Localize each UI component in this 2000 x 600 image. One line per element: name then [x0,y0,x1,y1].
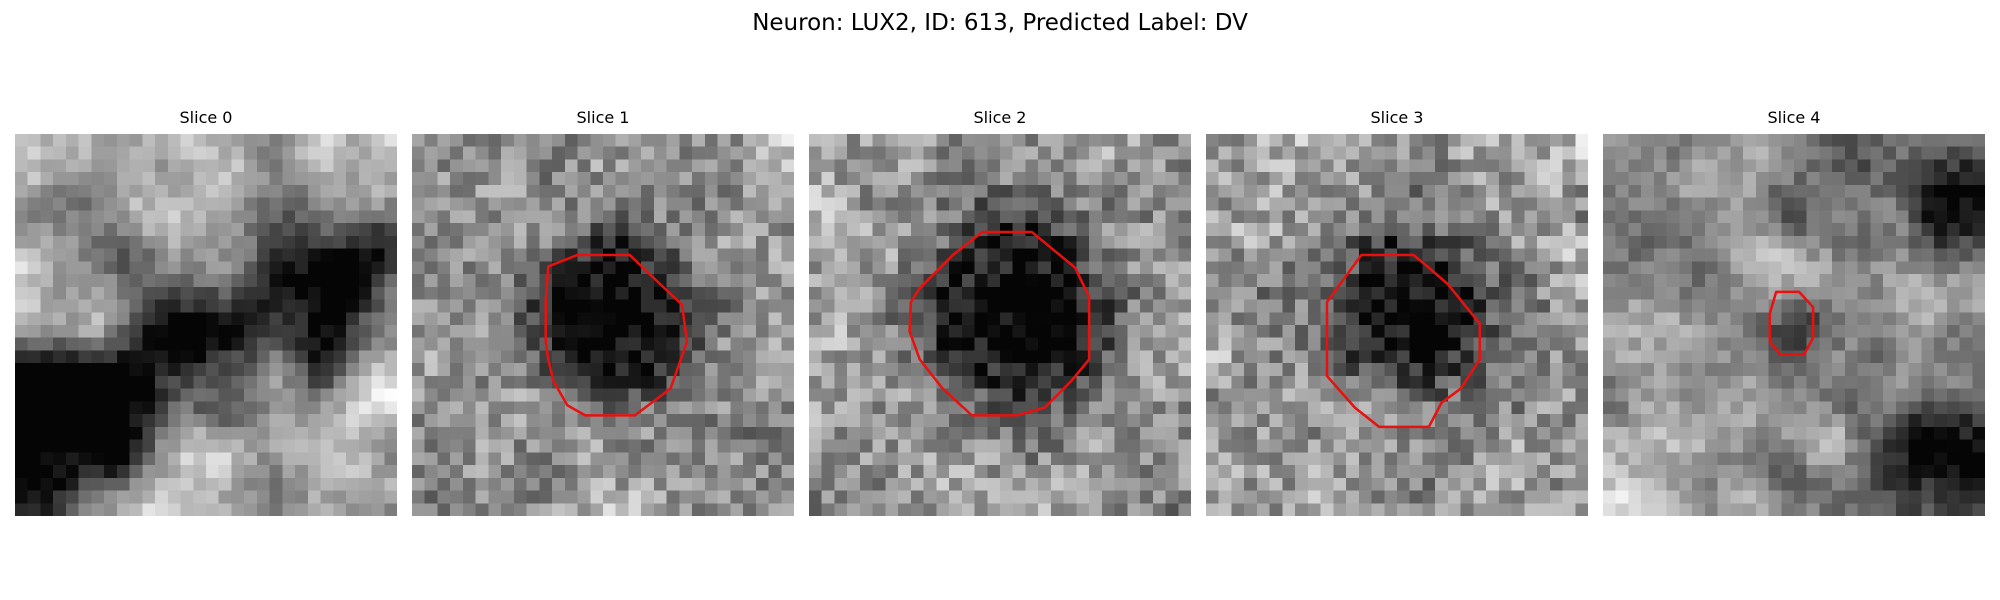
roi-outline [1768,290,1815,356]
roi-contour [1768,290,1815,356]
roi-contour [1325,253,1482,429]
slice-title: Slice 4 [1767,108,1821,127]
slice-image [15,134,397,516]
slice-panel-2: Slice 2 [809,108,1191,516]
slice-panel-0: Slice 0 [15,108,397,516]
slice-image [1603,134,1985,516]
roi-outline [1325,253,1482,429]
figure-title: Neuron: LUX2, ID: 613, Predicted Label: … [752,10,1248,36]
slice-title: Slice 2 [973,108,1027,127]
slice-title: Slice 0 [179,108,233,127]
slice-image [809,134,1191,516]
slice-image [1206,134,1588,516]
roi-contour [908,230,1091,417]
slice-panel-4: Slice 4 [1603,108,1985,516]
slice-panel-3: Slice 3 [1206,108,1588,516]
roi-outline [908,230,1091,417]
slice-title: Slice 1 [576,108,630,127]
slice-image [412,134,794,516]
slice-title: Slice 3 [1370,108,1424,127]
slice-panel-1: Slice 1 [412,108,794,516]
roi-contour [544,253,689,417]
roi-outline [544,253,689,417]
